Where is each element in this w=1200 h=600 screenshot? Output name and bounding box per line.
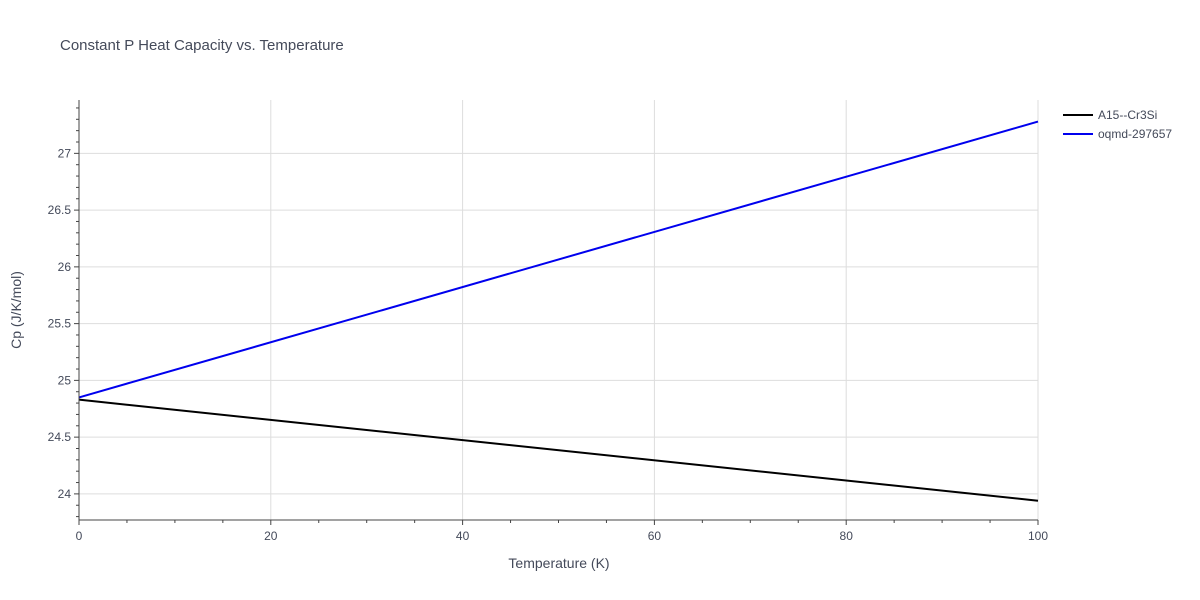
- x-axis-title: Temperature (K): [508, 555, 609, 571]
- axes: 0 20 40 60 80 100 24 24.5 25 25.5 26 26.5 27: [48, 100, 1048, 543]
- y-tick-label: 25.5: [48, 317, 72, 331]
- x-tick-label: 20: [264, 529, 278, 543]
- y-tick-label: 27: [58, 146, 72, 160]
- legend: A15--Cr3Si oqmd-297657: [1063, 108, 1172, 141]
- x-tick-label: 100: [1028, 529, 1048, 543]
- y-tick-label: 26.5: [48, 203, 72, 217]
- grid: [79, 100, 1039, 520]
- x-tick-label: 0: [76, 529, 83, 543]
- chart-title: Constant P Heat Capacity vs. Temperature: [60, 37, 344, 54]
- x-tick-label: 40: [456, 529, 470, 543]
- y-tick-label: 25: [58, 373, 72, 387]
- y-axis-title: Cp (J/K/mol): [8, 271, 24, 349]
- y-tick-label: 24.5: [48, 430, 72, 444]
- x-tick-label: 60: [648, 529, 662, 543]
- y-tick-label: 24: [58, 487, 72, 501]
- legend-label: A15--Cr3Si: [1098, 108, 1157, 122]
- y-tick-label: 26: [58, 260, 72, 274]
- series-line: [78, 398, 1039, 502]
- legend-label: oqmd-297657: [1098, 127, 1172, 141]
- x-tick-label: 80: [840, 529, 854, 543]
- plot-area: [78, 120, 1039, 502]
- series-line: [78, 120, 1039, 399]
